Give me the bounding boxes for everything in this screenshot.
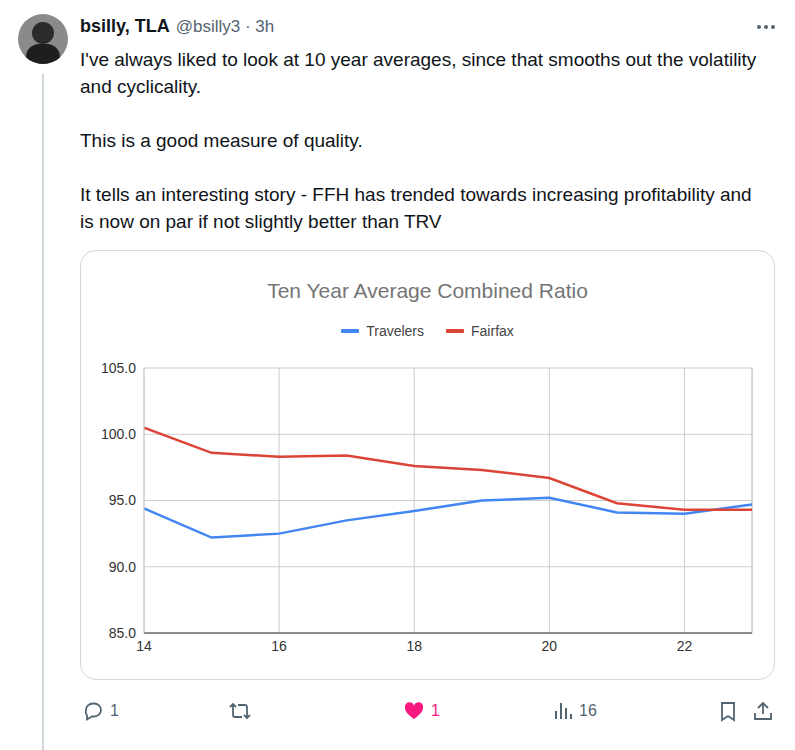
html-text:It tells an interesting story: It tells an interesting story - FFH has … xyxy=(80,184,752,232)
svg-text:100.0: 100.0 xyxy=(101,426,136,442)
html-text:1: 1 xyxy=(110,702,119,719)
svg-text:20: 20 xyxy=(542,638,558,654)
svg-text:22: 22 xyxy=(677,638,693,654)
svg-text:14: 14 xyxy=(136,638,152,654)
svg-text:18: 18 xyxy=(406,638,422,654)
html-text:This is a good measure of qual: This is a good measure of quality. xyxy=(80,130,363,151)
svg-text:90.0: 90.0 xyxy=(109,559,136,575)
html-text:1: 1 xyxy=(431,702,440,719)
svg-text:85.0: 85.0 xyxy=(109,625,136,641)
html-text:16: 16 xyxy=(579,702,597,719)
svg-text:105.0: 105.0 xyxy=(101,360,136,376)
svg-text:16: 16 xyxy=(271,638,287,654)
html-text:Ten Year Average Combined Rati: Ten Year Average Combined Ratio xyxy=(267,279,588,302)
svg-text:95.0: 95.0 xyxy=(109,492,136,508)
html-text:I've always liked to look at 1: I've always liked to look at 10 year ave… xyxy=(80,49,757,97)
html-text:Fairfax: Fairfax xyxy=(471,323,514,339)
html-text:bsilly, TLA @bsilly3 · 3h: bsilly, TLA @bsilly3 · 3h xyxy=(80,16,275,36)
html-text:Travelers: Travelers xyxy=(366,323,424,339)
